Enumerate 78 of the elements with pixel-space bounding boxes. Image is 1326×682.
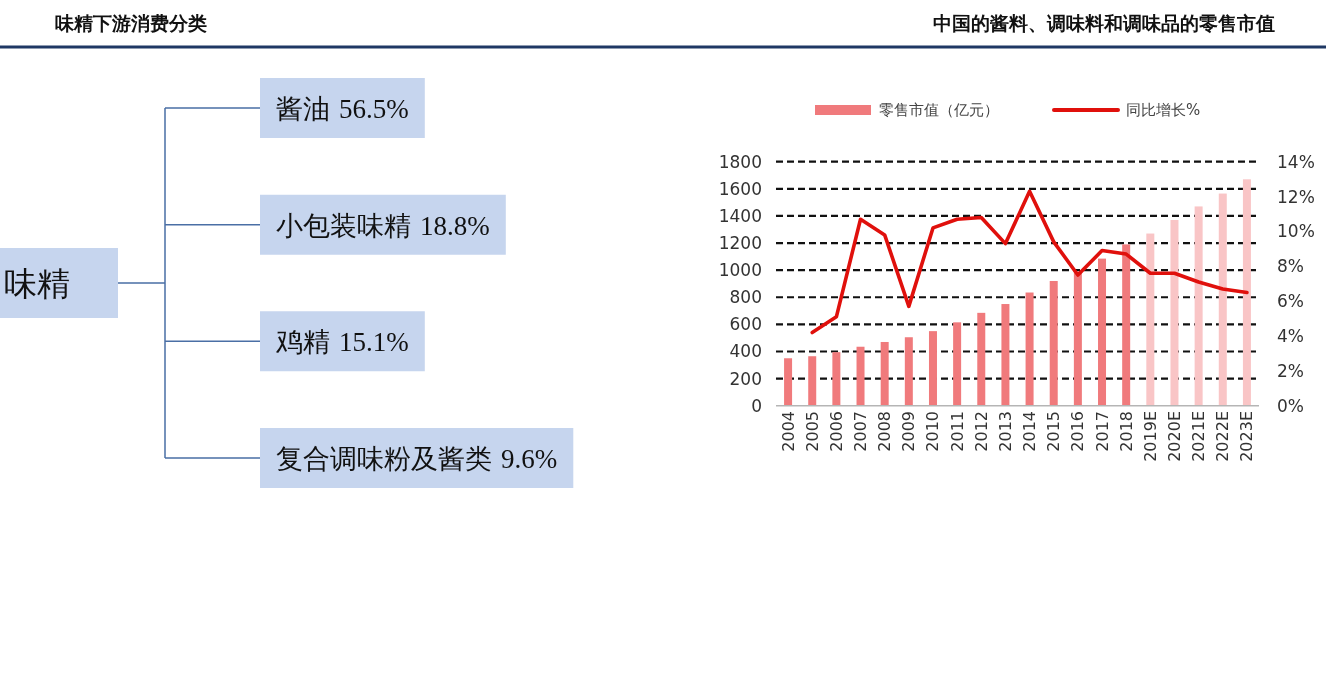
x-tick-label: 2018	[1116, 411, 1136, 452]
bar	[904, 337, 913, 406]
bar	[856, 346, 865, 406]
data-label: 56.5%	[339, 94, 409, 124]
y-tick-label: 1600	[718, 178, 762, 199]
y2-tick-label: 14%	[1277, 151, 1315, 172]
y-tick-label: 1400	[718, 205, 762, 226]
chart-title: 中国的酱料、调味料和调味品的零售市值	[933, 12, 1275, 34]
x-tick-label: 2019E	[1140, 411, 1160, 462]
legend-item: 零售市值（亿元）	[815, 101, 999, 119]
bar	[1170, 219, 1179, 406]
node: 酱油 56.5%	[260, 78, 425, 138]
line-series	[810, 189, 1249, 335]
bar	[1001, 304, 1010, 406]
category-label: 小包装味精	[276, 210, 411, 241]
category-label: 酱油	[276, 94, 330, 124]
data-label: 18.8%	[420, 210, 490, 241]
root-node: 味精	[0, 248, 118, 318]
y2-tick-label: 2%	[1277, 360, 1304, 381]
y-tick-label: 400	[729, 341, 762, 362]
x-tick-label: 2016	[1068, 411, 1088, 452]
x-tick-label: 2013	[995, 411, 1015, 452]
node: 复合调味粉及酱类 9.6%	[260, 428, 574, 488]
x-tick-label: 2020E	[1164, 411, 1184, 462]
bar	[784, 358, 793, 406]
data-label: 15.1%	[339, 327, 409, 358]
x-tick-label: 2004	[778, 411, 798, 452]
x-tick-label: 2008	[875, 411, 895, 452]
bar	[1049, 280, 1058, 406]
y2-tick-label: 12%	[1277, 186, 1315, 207]
y2-tick-label: 4%	[1277, 325, 1304, 346]
y-tick-label: 1800	[718, 151, 762, 172]
legend-label: 零售市值（亿元）	[879, 101, 999, 119]
bar	[953, 322, 962, 406]
y-tick-label: 800	[729, 287, 762, 308]
bar	[1194, 206, 1203, 406]
node: 小包装味精 18.8%	[260, 194, 506, 255]
bar	[1218, 193, 1227, 406]
x-tick-label: 2011	[947, 411, 967, 452]
bar	[880, 341, 889, 406]
x-tick-label: 2023E	[1237, 411, 1257, 462]
bar	[1146, 233, 1155, 406]
y2-tick-label: 10%	[1277, 221, 1315, 242]
x-tick-label: 2017	[1092, 411, 1112, 452]
bar	[808, 356, 817, 406]
x-tick-label: 2012	[971, 411, 991, 452]
bar	[1098, 258, 1107, 406]
y2-tick-label: 0%	[1277, 395, 1304, 416]
y-tick-label: 1200	[718, 233, 762, 254]
x-tick-label: 2021E	[1189, 411, 1209, 462]
node: 鸡精 15.1%	[260, 311, 425, 372]
bar	[1025, 292, 1034, 406]
x-tick-label: 2009	[899, 411, 919, 452]
y2-tick-label: 6%	[1277, 291, 1304, 312]
x-tick-label: 2022E	[1213, 411, 1233, 462]
bar	[1122, 244, 1131, 406]
bar	[928, 331, 937, 406]
legend-item: 同比增长%	[1052, 101, 1201, 119]
y-tick-label: 0	[751, 395, 762, 416]
category-label: 鸡精	[275, 327, 330, 358]
category-label: 复合调味粉及酱类	[276, 444, 492, 474]
bar	[1242, 179, 1251, 406]
x-tick-label: 2005	[802, 411, 822, 452]
x-tick-label: 2006	[826, 411, 846, 452]
y-tick-label: 600	[729, 314, 762, 335]
bar	[832, 352, 841, 406]
data-label: 9.6%	[501, 444, 558, 474]
bar	[977, 312, 986, 406]
bar	[1073, 271, 1082, 406]
legend-label: 同比增长%	[1126, 101, 1201, 119]
x-tick-label: 2014	[1020, 411, 1040, 452]
x-tick-label: 2010	[923, 411, 943, 452]
x-tick-label: 2015	[1044, 411, 1064, 452]
y2-tick-label: 8%	[1277, 256, 1304, 277]
x-tick-label: 2007	[851, 411, 871, 452]
y-tick-label: 200	[729, 368, 762, 389]
y-tick-label: 1000	[718, 260, 762, 281]
chart-title: 味精下游消费分类	[55, 12, 207, 34]
